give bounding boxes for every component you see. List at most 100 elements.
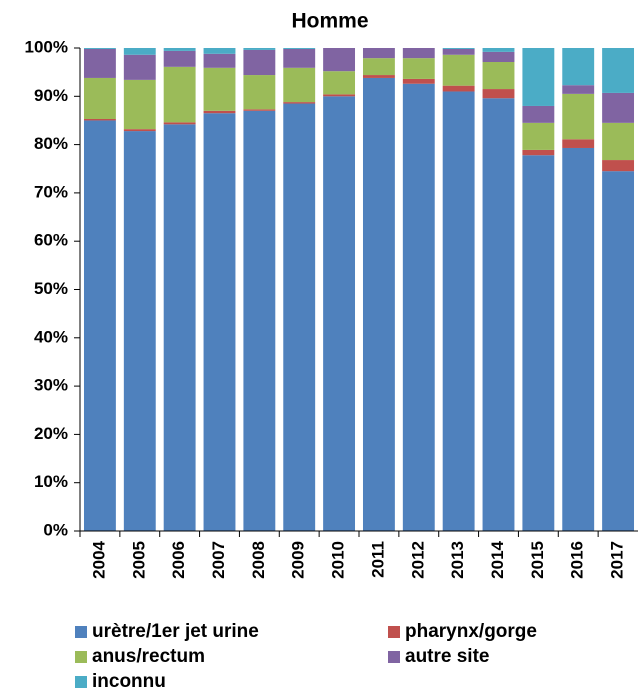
y-tick-label: 50%: [34, 279, 68, 298]
bar-segment: [163, 124, 196, 532]
y-tick-label: 70%: [34, 182, 68, 201]
y-tick-label: 60%: [34, 231, 68, 250]
x-tick-label: 2004: [89, 540, 108, 578]
x-tick-label: 2008: [249, 541, 268, 579]
bar-segment: [123, 48, 156, 55]
bar-segment: [562, 93, 595, 140]
y-tick-label: 100%: [25, 37, 68, 56]
bar-segment: [562, 48, 595, 86]
bar-segment: [442, 54, 475, 86]
bar-segment: [362, 77, 395, 532]
bar-segment: [602, 160, 635, 172]
bar-segment: [602, 171, 635, 532]
bar-segment: [83, 48, 116, 49]
bar-segment: [482, 98, 515, 532]
x-tick-label: 2013: [448, 541, 467, 579]
y-tick-label: 0%: [43, 520, 68, 539]
bar-segment: [283, 67, 316, 103]
bar-segment: [362, 48, 395, 59]
bar-segment: [83, 48, 116, 78]
legend-label: anus/rectum: [92, 646, 205, 667]
legend-label: pharynx/gorge: [405, 621, 537, 642]
bar-segment: [123, 131, 156, 532]
bar-segment: [442, 91, 475, 531]
bar-segment: [602, 48, 635, 93]
bar-segment: [203, 110, 236, 114]
legend-swatch: [75, 651, 87, 663]
y-tick-label: 80%: [34, 134, 68, 153]
bar-segment: [123, 129, 156, 132]
bar-segment: [442, 48, 475, 49]
bar-segment: [402, 83, 435, 531]
bar-segment: [323, 48, 356, 72]
bar-segment: [163, 48, 196, 51]
x-tick-label: 2010: [329, 541, 348, 579]
x-tick-label: 2009: [289, 541, 308, 579]
bar-segment: [402, 58, 435, 79]
bar-segment: [522, 155, 555, 531]
bar-segment: [522, 48, 555, 106]
y-tick-label: 20%: [34, 424, 68, 443]
y-tick-label: 30%: [34, 376, 68, 395]
legend-swatch: [75, 676, 87, 688]
bar-segment: [243, 109, 276, 111]
legend-swatch: [388, 626, 400, 638]
x-tick-label: 2005: [129, 541, 148, 579]
bar-segment: [482, 48, 515, 52]
bar-segment: [442, 85, 475, 92]
x-tick-label: 2007: [209, 541, 228, 579]
bar-segment: [243, 75, 276, 110]
x-tick-label: 2016: [568, 541, 587, 579]
legend-swatch: [388, 651, 400, 663]
bar-segment: [602, 122, 635, 161]
x-tick-label: 2012: [408, 541, 427, 579]
x-tick-label: 2014: [488, 540, 507, 578]
bar-segment: [83, 120, 116, 531]
bar-segment: [203, 67, 236, 111]
bar-segment: [402, 78, 435, 84]
bar-segment: [123, 54, 156, 80]
bar-segment: [323, 71, 356, 95]
y-tick-label: 90%: [34, 86, 68, 105]
bar-segment: [243, 48, 276, 50]
bar-segment: [362, 75, 395, 78]
bar-segment: [323, 96, 356, 532]
bar-segment: [203, 53, 236, 68]
bar-segment: [283, 103, 316, 532]
bar-segment: [283, 102, 316, 104]
x-tick-label: 2011: [368, 541, 387, 578]
bar-segment: [123, 79, 156, 130]
bar-segment: [163, 50, 196, 67]
bar-segment: [83, 119, 116, 121]
bar-segment: [283, 48, 316, 68]
bar-segment: [203, 113, 236, 531]
bar-segment: [482, 89, 515, 99]
bar-segment: [243, 110, 276, 531]
legend-label: inconnu: [92, 671, 166, 692]
bar-segment: [362, 58, 395, 76]
chart-title: Homme: [291, 10, 368, 33]
bar-segment: [562, 85, 595, 94]
x-tick-label: 2006: [169, 541, 188, 579]
legend-label: autre site: [405, 646, 489, 667]
bar-segment: [323, 94, 356, 97]
y-tick-label: 40%: [34, 327, 68, 346]
bar-segment: [482, 62, 515, 90]
bar-segment: [602, 92, 635, 123]
bar-segment: [442, 48, 475, 55]
bar-segment: [243, 49, 276, 76]
bar-segment: [402, 48, 435, 59]
x-tick-label: 2015: [528, 541, 547, 579]
bar-segment: [522, 105, 555, 123]
bar-segment: [562, 147, 595, 531]
legend-label: urètre/1er jet urine: [92, 621, 259, 642]
bar-segment: [562, 139, 595, 148]
bar-segment: [522, 122, 555, 150]
bar-segment: [203, 48, 236, 54]
bar-segment: [83, 77, 116, 120]
y-tick-label: 10%: [34, 472, 68, 491]
bar-segment: [522, 149, 555, 156]
x-tick-label: 2017: [608, 541, 627, 579]
bar-segment: [163, 66, 196, 123]
